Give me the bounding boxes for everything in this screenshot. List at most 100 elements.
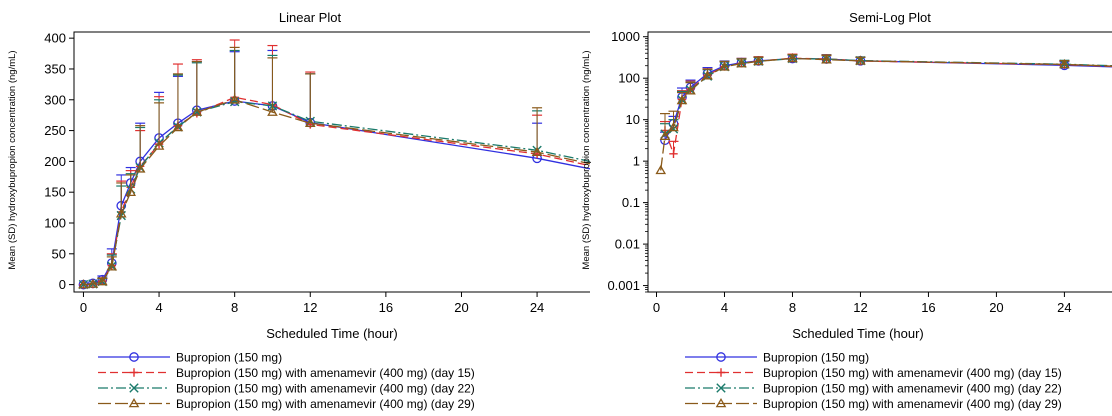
y-axis-label: Mean (SD) hydroxybupropion concentration… [581, 50, 592, 269]
data-point [736, 58, 747, 68]
x-tick-label: 20 [454, 300, 468, 315]
data-point [787, 52, 798, 63]
data-point [668, 121, 679, 132]
axis-frame [647, 31, 1112, 293]
data-point [78, 279, 89, 289]
data-point [1059, 58, 1070, 69]
chart-panel-2: Semi-Log Plot 0 4 8 12 16 20 24 0.001 0.01 0.1 1 10 1… [581, 10, 1112, 411]
series-1 [78, 49, 590, 290]
x-tick-label: 20 [989, 300, 1003, 315]
y-tick-label: 0.1 [622, 195, 640, 210]
data-point [304, 117, 316, 127]
data-point [153, 140, 165, 150]
data-point [115, 208, 127, 218]
data-point [172, 121, 184, 132]
series-line [664, 57, 1112, 135]
legend-label: Bupropion (150 mg) with amenamevir (400 … [763, 366, 1062, 380]
data-point [655, 164, 667, 175]
data-point [267, 106, 278, 116]
legend-marker [716, 383, 726, 393]
series-4 [78, 46, 590, 289]
legend-label: Bupropion (150 mg) with amenamevir (400 … [176, 366, 475, 380]
x-tick-label: 0 [80, 300, 87, 315]
chart-title: Semi-Log Plot [849, 10, 931, 25]
y-tick-label: 100 [44, 215, 66, 230]
chart-panel-1: Linear Plot 0 4 8 12 16 20 24 0 50 100 150 200 250 300… [7, 10, 590, 411]
y-axis-label: Mean (SD) hydroxybupropion concentration… [7, 50, 18, 269]
data-point [229, 94, 240, 104]
series-line [664, 57, 1112, 141]
legend-marker [128, 397, 140, 408]
data-point [702, 70, 713, 80]
y-tick-label: 100 [618, 71, 640, 86]
x-tick-label: 8 [231, 300, 238, 315]
data-point [134, 163, 146, 173]
series-line [660, 57, 1112, 171]
y-tick-label: 350 [44, 61, 66, 76]
y-tick-label: 10 [626, 112, 640, 127]
legend-marker [715, 397, 727, 408]
y-tick-label: 300 [44, 92, 66, 107]
x-tick-label: 12 [853, 300, 867, 315]
axis-frame [73, 31, 590, 293]
legend-marker [716, 368, 726, 377]
legend-marker [129, 383, 139, 393]
plot-area [78, 39, 590, 290]
x-tick-label: 4 [155, 300, 162, 315]
data-point [87, 278, 99, 288]
legend-marker [129, 352, 139, 362]
data-point [685, 85, 696, 95]
y-tick-label: 0.001 [607, 278, 640, 293]
legend-marker [129, 368, 139, 377]
data-point [191, 106, 203, 116]
x-tick-label: 12 [303, 300, 317, 315]
x-tick-label: 0 [653, 300, 660, 315]
data-point [229, 96, 240, 107]
y-tick-label: 400 [44, 31, 66, 46]
chart-title: Linear Plot [279, 10, 342, 25]
series-2 [79, 39, 590, 289]
data-point [659, 130, 671, 140]
legend-label: Bupropion (150 mg) with amenamevir (400 … [763, 397, 1062, 411]
data-point [125, 186, 137, 196]
y-tick-label: 200 [44, 154, 66, 169]
x-tick-label: 4 [721, 300, 728, 315]
plot-area [655, 52, 1112, 175]
series-line [664, 57, 1112, 155]
legend-label: Bupropion (150 mg) with amenamevir (400 … [763, 382, 1062, 396]
data-point [668, 124, 679, 134]
data-point [855, 55, 866, 65]
data-point [669, 149, 678, 159]
series-4 [655, 52, 1112, 175]
series-3 [78, 49, 590, 290]
x-tick-label: 24 [1057, 300, 1071, 315]
x-tick-label: 16 [379, 300, 393, 315]
y-tick-label: 0 [59, 277, 66, 292]
x-axis-label: Scheduled Time (hour) [792, 326, 924, 341]
data-point [753, 55, 764, 66]
legend-label: Bupropion (150 mg) [176, 351, 282, 365]
data-point [531, 146, 543, 156]
y-tick-label: 1000 [611, 29, 640, 44]
legend-label: Bupropion (150 mg) [763, 351, 869, 365]
x-tick-label: 24 [530, 300, 544, 315]
series-line [83, 99, 590, 286]
legend-label: Bupropion (150 mg) with amenamevir (400 … [176, 397, 475, 411]
data-point [106, 261, 118, 271]
y-tick-label: 50 [52, 246, 66, 261]
x-tick-label: 16 [921, 300, 935, 315]
legend-marker [716, 352, 726, 362]
data-point [676, 94, 688, 105]
legend: Bupropion (150 mg)Bupropion (150 mg) wit… [98, 351, 475, 411]
y-tick-label: 1 [633, 154, 640, 169]
data-point [97, 276, 108, 286]
y-tick-label: 150 [44, 185, 66, 200]
x-tick-label: 8 [789, 300, 796, 315]
y-tick-label: 0.01 [615, 237, 640, 252]
data-point [821, 54, 832, 64]
x-axis-label: Scheduled Time (hour) [266, 326, 398, 341]
y-tick-label: 250 [44, 123, 66, 138]
legend-label: Bupropion (150 mg) with amenamevir (400 … [176, 382, 475, 396]
data-point [719, 61, 730, 71]
